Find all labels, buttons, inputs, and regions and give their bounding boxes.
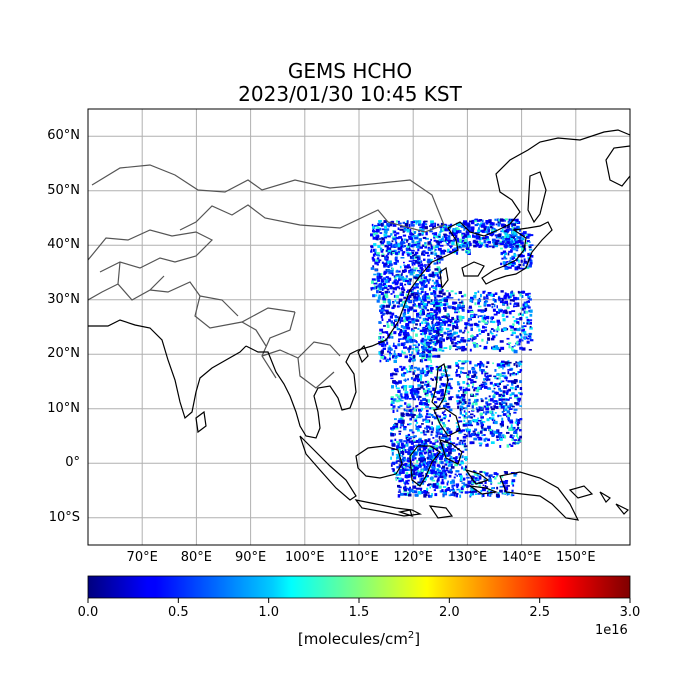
map-geography bbox=[88, 129, 630, 521]
lat-tick-label: 20°N bbox=[47, 346, 80, 362]
map-frame bbox=[87, 108, 631, 546]
colorbar-tick-marks bbox=[87, 598, 631, 603]
map-subtitle-datetime: 2023/01/30 10:45 KST bbox=[238, 82, 462, 106]
colorbar bbox=[87, 575, 631, 599]
lon-tick-label: 130°E bbox=[447, 550, 488, 565]
hcho-data-swath bbox=[370, 218, 534, 499]
lat-tick-label: 40°N bbox=[47, 237, 80, 253]
lat-tick-label: 0° bbox=[65, 455, 80, 471]
lat-tick-label: 50°N bbox=[47, 182, 80, 198]
colorbar-tick-label: 1.0 bbox=[258, 605, 279, 620]
colorbar-unit-label: [molecules/cm2] bbox=[297, 630, 421, 648]
colorbar-tick-label: 0.5 bbox=[167, 605, 189, 620]
colorbar-tick-label: 2.5 bbox=[529, 605, 550, 620]
colorbar-tick-label: 0.0 bbox=[77, 605, 99, 620]
colorbar-tick-label: 3.0 bbox=[619, 605, 641, 620]
lat-tick-label: 10°S bbox=[48, 509, 80, 525]
map-title: GEMS HCHO bbox=[287, 59, 413, 83]
lat-tick-label: 60°N bbox=[47, 128, 80, 144]
country-borders bbox=[88, 164, 445, 389]
map-gridlines bbox=[88, 109, 630, 545]
lon-tick-label: 150°E bbox=[556, 550, 596, 565]
lat-tick-label: 10°N bbox=[47, 400, 80, 416]
coastlines bbox=[88, 129, 630, 521]
lon-tick-label: 70°E bbox=[126, 550, 158, 565]
colorbar-tick-label: 2.0 bbox=[438, 605, 460, 620]
colorbar-tick-label: 1.5 bbox=[348, 605, 370, 620]
lon-tick-label: 80°E bbox=[180, 550, 213, 565]
lon-tick-label: 140°E bbox=[501, 550, 542, 565]
lon-tick-label: 110°E bbox=[339, 550, 379, 565]
lon-tick-label: 100°E bbox=[285, 550, 325, 565]
lon-tick-label: 120°E bbox=[393, 550, 433, 565]
colorbar-exponent: 1e16 bbox=[595, 623, 628, 638]
lat-tick-label: 30°N bbox=[47, 291, 80, 307]
lon-tick-label: 90°E bbox=[234, 550, 267, 565]
